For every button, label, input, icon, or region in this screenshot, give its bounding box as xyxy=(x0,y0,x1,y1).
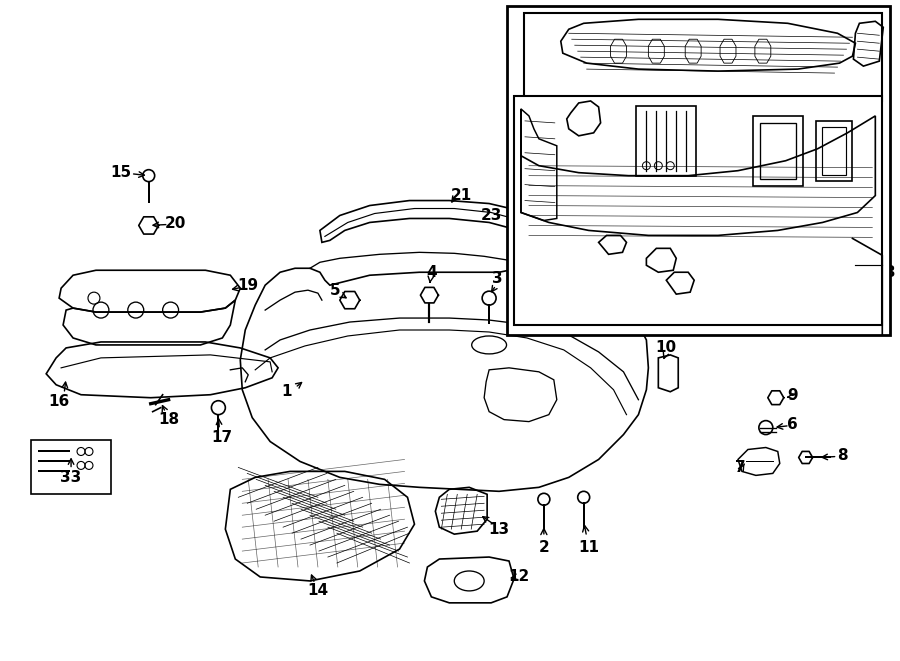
Text: 30: 30 xyxy=(578,254,599,270)
Text: 21: 21 xyxy=(451,188,472,203)
Text: 28: 28 xyxy=(875,265,896,280)
Text: 13: 13 xyxy=(489,522,509,537)
Text: 7: 7 xyxy=(734,460,745,475)
Bar xyxy=(507,7,890,335)
Text: 10: 10 xyxy=(656,340,677,356)
Bar xyxy=(32,440,111,494)
Text: 1: 1 xyxy=(282,384,292,399)
Text: 14: 14 xyxy=(308,584,328,598)
Text: 12: 12 xyxy=(508,570,529,584)
Text: 27: 27 xyxy=(546,98,568,114)
Text: 11: 11 xyxy=(578,525,599,555)
Text: 9: 9 xyxy=(788,388,798,403)
Text: 25: 25 xyxy=(518,16,540,31)
Text: 24: 24 xyxy=(548,19,575,38)
Text: 8: 8 xyxy=(837,448,848,463)
Text: 17: 17 xyxy=(212,430,233,445)
Text: 29: 29 xyxy=(648,281,669,295)
Text: 23: 23 xyxy=(481,208,502,223)
Text: 2: 2 xyxy=(538,529,549,555)
Text: 33: 33 xyxy=(60,470,82,485)
Bar xyxy=(514,96,882,325)
Text: 30: 30 xyxy=(660,303,681,317)
Text: 15: 15 xyxy=(111,165,131,180)
Text: 16: 16 xyxy=(49,394,69,409)
Text: 32: 32 xyxy=(861,148,883,163)
Text: 4: 4 xyxy=(426,265,436,280)
Text: 20: 20 xyxy=(165,216,186,231)
Bar xyxy=(524,13,882,101)
Text: 5: 5 xyxy=(329,283,340,297)
Text: 3: 3 xyxy=(491,271,502,286)
Text: 19: 19 xyxy=(238,278,259,293)
Text: 22: 22 xyxy=(553,288,574,303)
Text: 18: 18 xyxy=(158,412,179,427)
Text: 31: 31 xyxy=(706,126,726,140)
Text: 26: 26 xyxy=(845,16,866,31)
Text: 6: 6 xyxy=(788,417,798,432)
